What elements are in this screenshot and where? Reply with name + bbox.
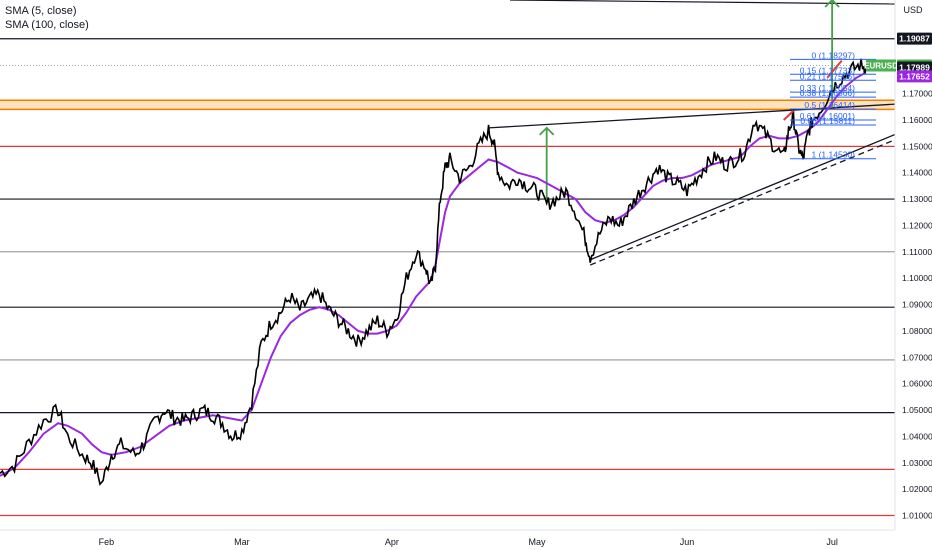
y-tick-label: 1.03000 <box>902 458 932 468</box>
y-tick-label: 1.09000 <box>902 300 932 310</box>
trend-line-1 <box>589 133 896 261</box>
y-tick-label: 1.02000 <box>902 484 932 494</box>
y-tick-label: 1.01000 <box>902 510 932 520</box>
y-tick-label: 1.16000 <box>902 115 932 125</box>
indicator-legend: SMA (5, close) SMA (100, close) <box>5 4 89 32</box>
price-axis-bg <box>895 0 932 550</box>
x-tick-label: Feb <box>99 537 115 547</box>
y-tick-label: 1.05000 <box>902 405 932 415</box>
fib-level-label-8: 1 (1.14530) <box>812 150 856 160</box>
upper-channel-line <box>509 0 896 5</box>
fib-level-label-5: 0.5 (1.16414) <box>804 100 855 110</box>
symbol-tag <box>866 59 896 72</box>
fib-level-label-4: 0.38 (1.16866) <box>800 88 855 98</box>
y-tick-label: 1.12000 <box>902 220 932 230</box>
fib-level-label-1: 0.15 (1.17733) <box>800 65 855 75</box>
y-tick-label: 1.08000 <box>902 326 932 336</box>
red-swing-marker <box>826 60 843 79</box>
y-tick-label: 1.06000 <box>902 379 932 389</box>
legend-sma-slow[interactable]: SMA (100, close) <box>5 19 89 31</box>
trend-line-2 <box>589 139 896 266</box>
x-tick-label: Mar <box>234 537 250 547</box>
y-tick-label: 1.04000 <box>902 431 932 441</box>
price-line <box>0 58 867 486</box>
fib-level-label-3: 0.33 (1.17054) <box>800 83 855 93</box>
price-badge-0 <box>897 32 932 45</box>
y-tick-label: 1.15000 <box>902 141 932 151</box>
y-tick-label: 1.14000 <box>902 168 932 178</box>
currency-label: USD <box>903 5 923 15</box>
fib-level-label-0: 0 (1.18297) <box>812 50 856 60</box>
legend-sma-fast[interactable]: SMA (5, close) <box>5 5 77 17</box>
red-swing-marker-2 <box>783 110 795 121</box>
y-tick-label: 1.13000 <box>902 194 932 204</box>
y-tick-label: 1.07000 <box>902 352 932 362</box>
fib-level-label-2: 0.21 (1.17506) <box>800 71 855 81</box>
x-tick-label: May <box>528 537 546 547</box>
fib-level-label-6: 0.61 (1.16001) <box>800 111 855 121</box>
y-tick-label: 1.17000 <box>902 89 932 99</box>
symbol-tag-label: EURUSD <box>864 61 898 70</box>
measured-move-arrow-left-head <box>539 126 555 136</box>
resistance-zone <box>0 100 895 110</box>
x-tick-label: Jun <box>680 537 695 547</box>
price-badge-4 <box>897 70 932 83</box>
price-badge-label-3: 1.17989 <box>899 63 930 73</box>
y-tick-label: 1.10000 <box>902 273 932 283</box>
x-tick-label: Apr <box>385 537 399 547</box>
price-badge-label-0: 1.19087 <box>899 34 930 44</box>
price-badge-label-4: 1.17652 <box>899 71 930 81</box>
x-tick-label: Jul <box>826 537 838 547</box>
fib-level-label-7: 0.66 (1.15811) <box>800 116 855 126</box>
y-tick-label: 1.11000 <box>902 247 932 257</box>
measured-move-arrow-right-head <box>824 0 840 8</box>
